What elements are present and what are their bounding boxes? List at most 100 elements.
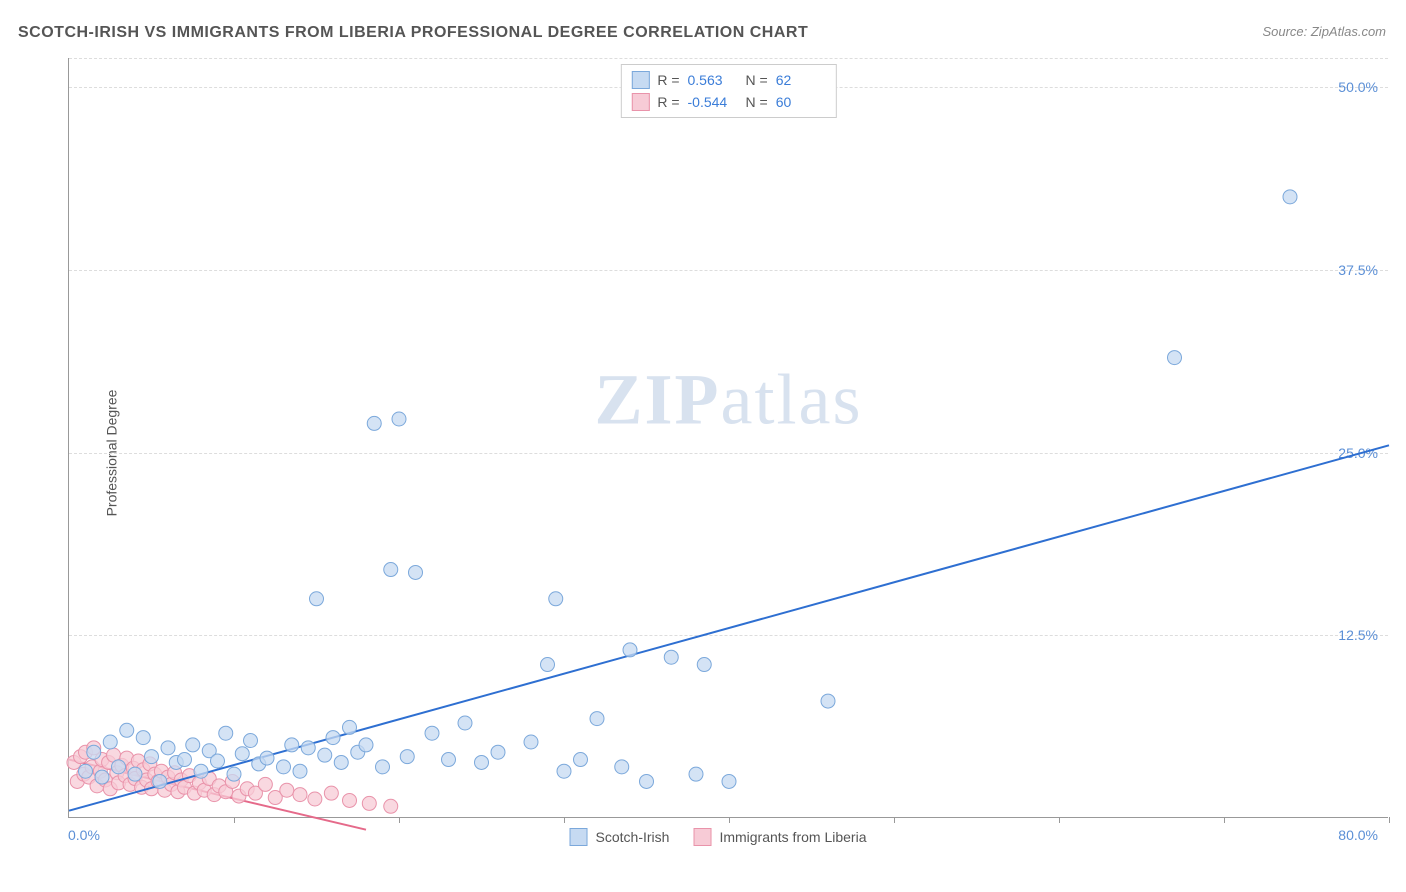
plot-area: ZIPatlas 12.5%25.0%37.5%50.0% R = 0.563 …	[68, 58, 1388, 818]
data-point	[1283, 190, 1297, 204]
data-point	[260, 751, 274, 765]
data-point	[689, 767, 703, 781]
data-point	[194, 764, 208, 778]
data-point	[153, 774, 167, 788]
chart-title: SCOTCH-IRISH VS IMMIGRANTS FROM LIBERIA …	[18, 24, 808, 42]
data-point	[112, 760, 126, 774]
data-point	[301, 741, 315, 755]
data-point	[384, 563, 398, 577]
data-point	[136, 731, 150, 745]
data-point	[376, 760, 390, 774]
legend-label-series1: Scotch-Irish	[596, 829, 670, 845]
data-point	[821, 694, 835, 708]
x-tick	[399, 817, 400, 823]
stats-legend: R = 0.563 N = 62 R = -0.544 N = 60	[620, 64, 836, 118]
x-tick	[1059, 817, 1060, 823]
r-value-series2: -0.544	[688, 94, 738, 110]
data-point	[409, 565, 423, 579]
x-tick	[894, 817, 895, 823]
data-point	[285, 738, 299, 752]
data-point	[120, 723, 134, 737]
data-point	[425, 726, 439, 740]
scatter-plot-svg	[69, 58, 1388, 817]
data-point	[664, 650, 678, 664]
data-point	[258, 777, 272, 791]
data-point	[392, 412, 406, 426]
stats-row-series1: R = 0.563 N = 62	[631, 69, 825, 91]
x-max-label: 80.0%	[1338, 827, 1378, 843]
data-point	[343, 720, 357, 734]
data-point	[145, 750, 159, 764]
data-point	[235, 747, 249, 761]
data-point	[128, 767, 142, 781]
data-point	[178, 753, 192, 767]
data-point	[334, 755, 348, 769]
x-tick	[234, 817, 235, 823]
data-point	[326, 731, 340, 745]
data-point	[161, 741, 175, 755]
r-value-series1: 0.563	[688, 72, 738, 88]
data-point	[442, 753, 456, 767]
data-point	[615, 760, 629, 774]
x-tick	[564, 817, 565, 823]
data-point	[277, 760, 291, 774]
data-point	[359, 738, 373, 752]
legend-swatch-series1	[631, 71, 649, 89]
data-point	[491, 745, 505, 759]
r-label: R =	[657, 94, 679, 110]
n-label: N =	[746, 94, 768, 110]
data-point	[400, 750, 414, 764]
data-point	[308, 792, 322, 806]
legend-swatch-series2	[693, 828, 711, 846]
legend-item-series2: Immigrants from Liberia	[693, 828, 866, 846]
data-point	[524, 735, 538, 749]
data-point	[541, 658, 555, 672]
data-point	[549, 592, 563, 606]
data-point	[280, 783, 294, 797]
legend-item-series1: Scotch-Irish	[570, 828, 670, 846]
stats-row-series2: R = -0.544 N = 60	[631, 91, 825, 113]
data-point	[103, 735, 117, 749]
data-point	[697, 658, 711, 672]
data-point	[574, 753, 588, 767]
data-point	[79, 764, 93, 778]
data-point	[343, 793, 357, 807]
data-point	[293, 764, 307, 778]
data-point	[310, 592, 324, 606]
x-tick	[1224, 817, 1225, 823]
data-point	[318, 748, 332, 762]
data-point	[293, 788, 307, 802]
data-point	[186, 738, 200, 752]
data-point	[367, 416, 381, 430]
data-point	[722, 774, 736, 788]
data-point	[219, 726, 233, 740]
n-value-series2: 60	[776, 94, 826, 110]
source-attribution: Source: ZipAtlas.com	[1262, 24, 1386, 39]
x-tick	[1389, 817, 1390, 823]
data-point	[623, 643, 637, 657]
data-point	[475, 755, 489, 769]
data-point	[1168, 351, 1182, 365]
data-point	[95, 770, 109, 784]
legend-swatch-series2	[631, 93, 649, 111]
r-label: R =	[657, 72, 679, 88]
legend-swatch-series1	[570, 828, 588, 846]
data-point	[590, 712, 604, 726]
data-point	[640, 774, 654, 788]
x-tick	[729, 817, 730, 823]
data-point	[227, 767, 241, 781]
bottom-legend: Scotch-Irish Immigrants from Liberia	[570, 828, 867, 846]
data-point	[324, 786, 338, 800]
data-point	[244, 734, 258, 748]
data-point	[87, 745, 101, 759]
data-point	[458, 716, 472, 730]
data-point	[384, 799, 398, 813]
legend-label-series2: Immigrants from Liberia	[719, 829, 866, 845]
data-point	[362, 796, 376, 810]
n-value-series1: 62	[776, 72, 826, 88]
n-label: N =	[746, 72, 768, 88]
x-origin-label: 0.0%	[68, 827, 100, 843]
data-point	[211, 754, 225, 768]
data-point	[557, 764, 571, 778]
chart-container: Professional Degree ZIPatlas 12.5%25.0%3…	[48, 58, 1388, 848]
